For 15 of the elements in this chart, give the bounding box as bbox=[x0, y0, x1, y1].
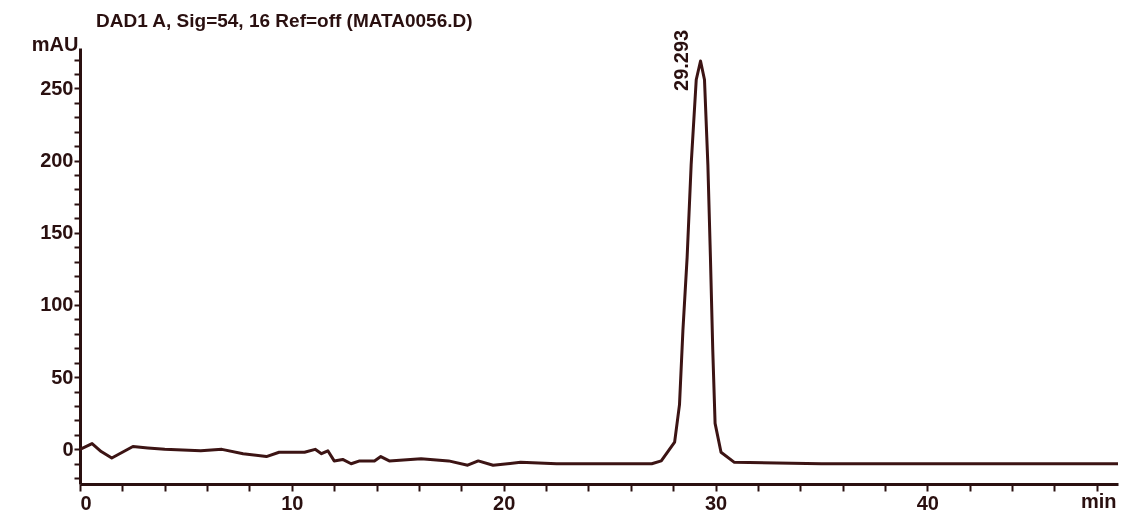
y-tick-label: 50 bbox=[51, 365, 74, 388]
y-tick-label: 250 bbox=[40, 76, 74, 99]
x-axis-title: min bbox=[1080, 489, 1117, 512]
y-tick-label: 150 bbox=[40, 221, 74, 244]
annotation: 29.293 bbox=[669, 29, 692, 91]
y-tick-label: 200 bbox=[40, 149, 74, 172]
y-tick-label: 100 bbox=[40, 293, 74, 316]
x-tick-label: 10 bbox=[281, 491, 304, 514]
x-tick-label: 0 bbox=[80, 491, 92, 514]
chart-title: DAD1 A, Sig=54, 16 Ref=off (MATA0056.D) bbox=[96, 9, 473, 31]
y-tick-label: 0 bbox=[62, 437, 74, 460]
x-tick-label: 30 bbox=[704, 491, 728, 514]
y-axis-title: mAU bbox=[31, 32, 79, 55]
x-tick-label: 40 bbox=[916, 491, 939, 514]
x-tick-label: 20 bbox=[493, 491, 516, 514]
